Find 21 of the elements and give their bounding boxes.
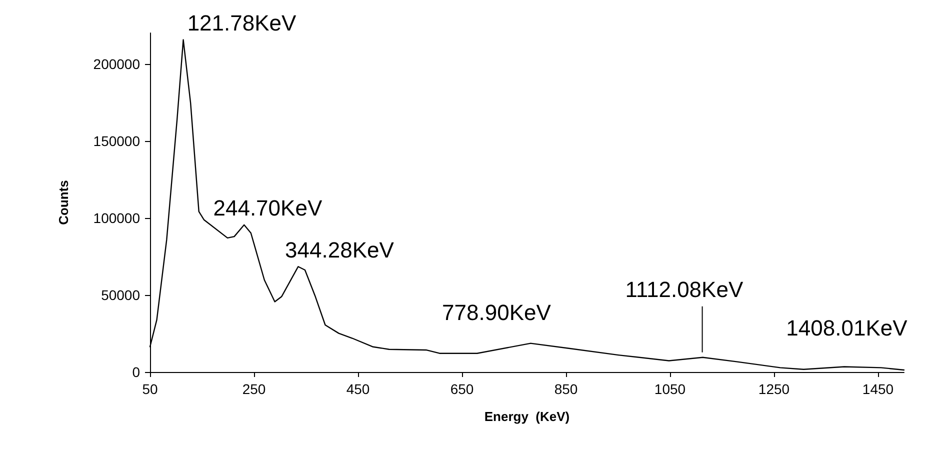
annotation: 344.28KeV [285, 237, 394, 262]
annotation: 244.70KeV [213, 196, 322, 221]
y-tick-label: 150000 [93, 132, 140, 149]
x-axis-title: Energy (KeV) [484, 409, 570, 424]
annotation: 778.90KeV [442, 300, 552, 325]
y-tick-label: 50000 [101, 286, 140, 303]
x-tick-label: 850 [554, 381, 578, 397]
x-tick-label: 1050 [654, 381, 686, 397]
annotation: 121.78KeV [187, 10, 297, 36]
y-tick-label: 100000 [93, 210, 140, 226]
x-tick-label: 1450 [862, 381, 894, 397]
x-tick-label: 50 [142, 381, 158, 397]
x-tick-label: 650 [450, 381, 474, 397]
annotation: 1408.01KeV [786, 315, 908, 340]
annotation: 1112.08KeV [625, 276, 744, 302]
y-tick-label: 0 [132, 364, 140, 380]
y-axis-title: Counts [56, 180, 71, 225]
x-tick-label: 250 [242, 381, 266, 397]
y-tick-label: 200000 [93, 56, 140, 72]
x-tick-label: 450 [346, 381, 370, 397]
x-tick-label: 1250 [758, 381, 790, 397]
